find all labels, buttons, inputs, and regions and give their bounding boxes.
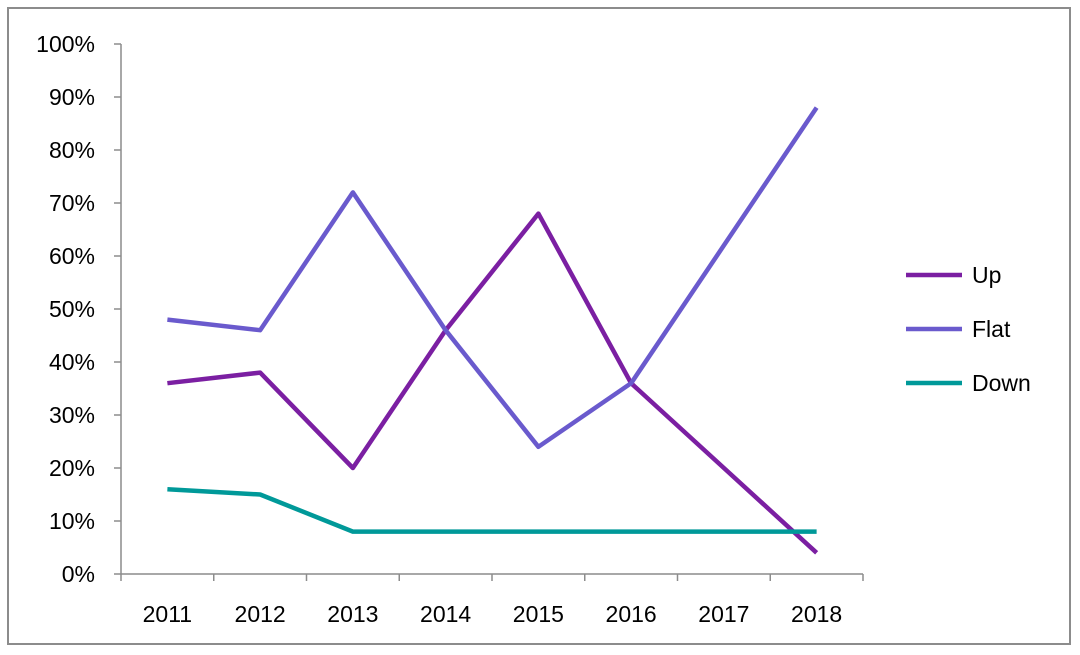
x-tick-label: 2014 [420, 601, 471, 627]
y-axis: 0% 10% 20% 30% 40% 50% 60% 70% 80% 90% 100% [36, 31, 122, 587]
y-tick-label: 10% [49, 508, 95, 534]
legend-label-up: Up [972, 262, 1001, 288]
x-tick-label: 2016 [606, 601, 657, 627]
y-tick-label: 100% [36, 31, 95, 57]
y-tick-label: 80% [49, 137, 95, 163]
series-line-flat [167, 106, 819, 450]
x-tick-label: 2011 [143, 601, 192, 627]
series-layer [167, 106, 819, 555]
y-tick-label: 90% [49, 84, 95, 110]
series-line-up [167, 211, 819, 555]
chart-frame [7, 7, 1071, 645]
y-tick-label: 50% [49, 296, 95, 322]
x-tick-label: 2017 [698, 601, 749, 627]
x-axis: 2011 2012 2013 2014 2015 2016 2017 2018 [120, 573, 864, 627]
legend-label-down: Down [972, 370, 1031, 396]
legend: Up Flat Down [906, 262, 1031, 396]
y-tick-label: 0% [62, 561, 95, 587]
y-tick-label: 30% [49, 402, 95, 428]
series-line-down [167, 486, 817, 534]
y-tick-label: 60% [49, 243, 95, 269]
y-tick-label: 20% [49, 455, 95, 481]
legend-label-flat: Flat [972, 316, 1011, 342]
x-tick-label: 2012 [235, 601, 286, 627]
y-tick-label: 70% [49, 190, 95, 216]
x-tick-label: 2015 [513, 601, 564, 627]
x-tick-label: 2013 [327, 601, 378, 627]
y-tick-label: 40% [49, 349, 95, 375]
x-tick-label: 2018 [791, 601, 842, 627]
